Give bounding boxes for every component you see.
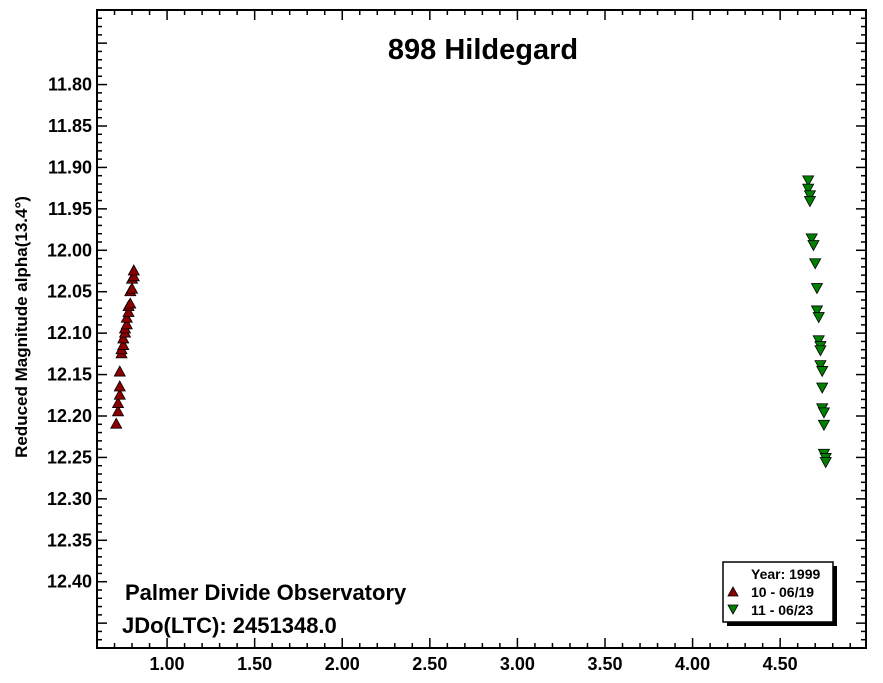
data-point-series-1 [120,318,133,330]
chart-title: 898 Hildegard [388,34,578,66]
y-tick-label: 12.15 [47,365,92,385]
x-tick-label: 2.00 [325,654,360,674]
data-point-series-2 [805,233,818,245]
y-tick-label: 11.80 [48,75,92,95]
data-point-series-1 [110,417,123,429]
y-tick-label: 12.05 [47,282,92,302]
y-tick-label: 11.85 [48,116,92,136]
y-tick-label: 11.95 [48,199,92,219]
legend-box [722,561,834,623]
data-point-series-2 [816,366,829,378]
y-tick-label: 12.35 [47,530,92,550]
legend-marker-series-1 [727,586,739,597]
y-tick-label: 12.20 [47,406,92,426]
data-point-series-1 [113,380,126,392]
x-tick-label: 3.50 [587,654,622,674]
y-axis-label: Reduced Magnitude alpha(13.4°) [12,196,31,458]
data-point-series-2 [819,457,832,469]
legend: Year: 1999 10 - 06/19 11 - 06/23 [722,561,837,626]
x-tick-label: 3.00 [500,654,535,674]
data-point-series-2 [814,345,827,357]
x-tick-label: 2.50 [412,654,447,674]
data-points [110,175,832,469]
y-tick-label: 12.25 [47,447,92,467]
x-axis-ticks: 1.00 1.50 2.00 2.50 3.00 3.50 4.00 4.50 [96,10,851,674]
legend-marker-series-2 [727,604,739,615]
y-tick-label: 12.40 [47,572,92,592]
x-tick-label: 1.00 [150,654,185,674]
x-tick-label: 1.50 [237,654,272,674]
y-tick-label: 12.30 [47,489,92,509]
jdo-annotation: JDo(LTC): 2451348.0 [122,613,337,638]
data-point-series-2 [803,190,817,202]
legend-label-series-2: 11 - 06/23 [751,602,813,618]
data-point-series-2 [814,360,827,372]
y-tick-label: 11.90 [48,157,92,177]
data-point-series-2 [817,407,831,419]
data-point-series-1 [127,269,140,282]
data-point-series-1 [124,297,137,309]
data-point-series-2 [802,183,815,195]
data-point-series-2 [812,312,825,324]
y-tick-label: 12.00 [47,240,92,260]
data-point-series-1 [127,264,140,276]
x-tick-label: 4.50 [763,654,798,674]
data-point-series-1 [111,405,125,417]
data-point-series-1 [111,396,125,408]
observatory-annotation: Palmer Divide Observatory [125,580,407,605]
data-point-series-1 [113,388,126,400]
data-point-series-2 [809,258,822,270]
y-axis-ticks: 11.80 11.85 11.90 11.95 12.00 12.05 12.10 12.15… [47,17,866,641]
data-point-series-2 [816,382,829,394]
legend-title: Year: 1999 [751,566,820,582]
data-point-series-2 [802,175,815,187]
data-point-series-2 [807,240,820,252]
data-point-series-1 [113,365,126,377]
data-point-series-1 [117,338,130,350]
x-tick-label: 4.00 [675,654,710,674]
legend-label-series-1: 10 - 06/19 [751,584,814,600]
data-point-series-1 [120,311,133,323]
data-point-series-2 [810,283,824,295]
y-tick-label: 12.10 [47,323,92,343]
plot-frame [96,9,867,649]
data-point-series-2 [817,419,831,432]
data-point-series-1 [117,332,130,344]
data-point-series-2 [810,305,824,317]
data-point-series-2 [812,335,825,347]
data-point-series-1 [122,305,135,317]
data-point-series-2 [803,196,817,208]
data-point-series-1 [125,282,139,294]
